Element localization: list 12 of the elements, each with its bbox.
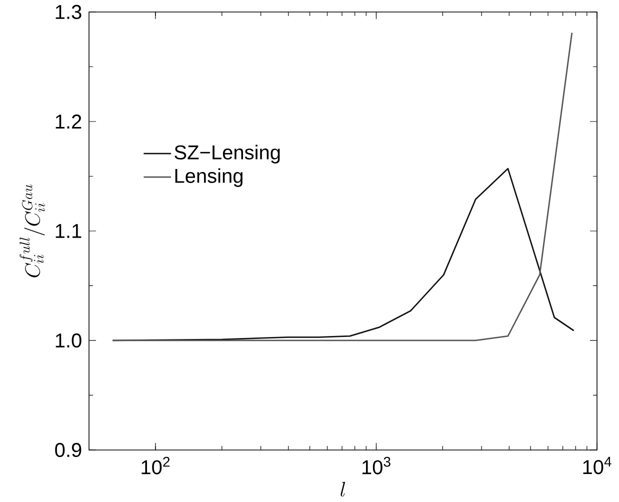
x-tick-label: 10$^{4}$ xyxy=(583,456,612,474)
y-tick-label: 0.9 xyxy=(55,442,82,458)
legend-label: SZ−Lensing xyxy=(174,144,280,164)
y-tick-label: 1.3 xyxy=(56,4,82,20)
x-tick-label: 10$^{2}$ xyxy=(142,456,170,474)
legend-label: Lensing xyxy=(175,168,242,187)
y-tick-label: 1.0 xyxy=(56,333,82,348)
x-tick-label: 10$^{3}$ xyxy=(362,456,390,474)
y-tick-label: 1.1 xyxy=(56,224,82,238)
y-tick-label: 1.2 xyxy=(56,114,82,128)
y-axis-title: $C_{ii}^{full}/C_{ii}^{Gau}$ xyxy=(20,184,45,278)
x-axis-title: $l$ xyxy=(340,482,346,496)
